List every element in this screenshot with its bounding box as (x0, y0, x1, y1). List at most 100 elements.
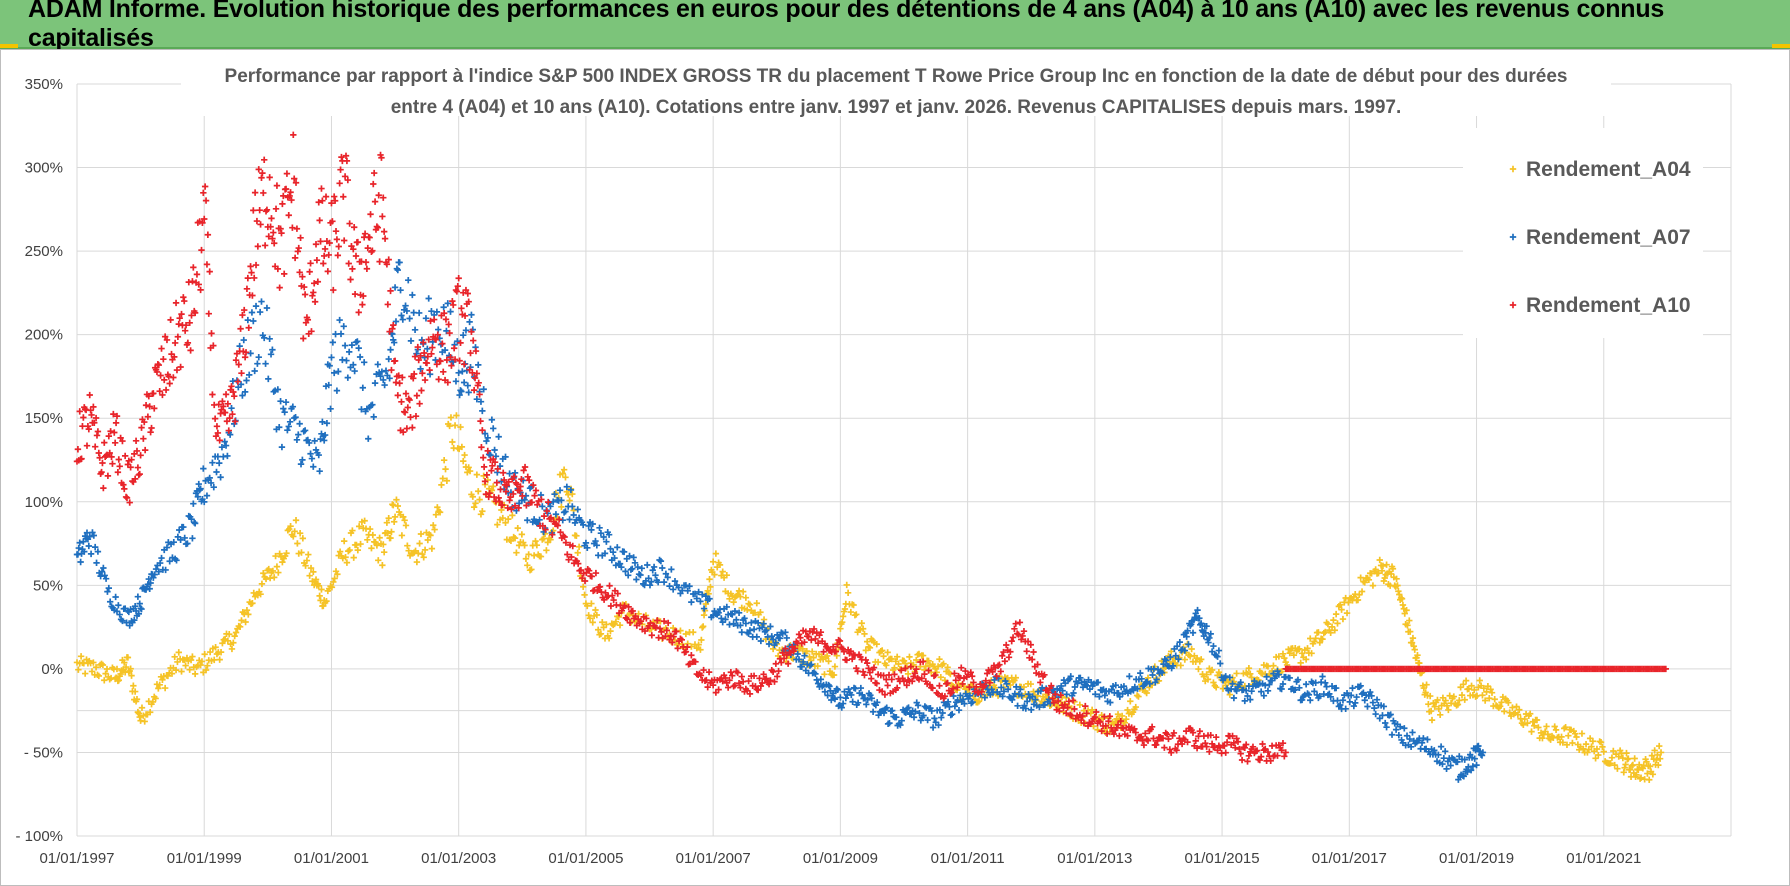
point (626, 552, 633, 560)
point (981, 682, 988, 689)
point (337, 330, 345, 338)
point (525, 477, 533, 484)
point (357, 540, 364, 548)
point (684, 587, 691, 594)
point (744, 606, 751, 613)
point (85, 542, 93, 550)
point (332, 227, 340, 235)
point (273, 182, 281, 189)
point (86, 533, 93, 540)
point (128, 456, 135, 463)
point (851, 652, 859, 659)
point (1629, 761, 1637, 769)
point (903, 682, 910, 689)
point (1096, 693, 1103, 700)
point (1148, 723, 1156, 730)
point (241, 388, 249, 396)
point (145, 392, 152, 400)
point (1267, 757, 1274, 765)
point (1142, 730, 1149, 737)
point (1383, 724, 1390, 731)
point (1559, 739, 1567, 746)
point (323, 420, 331, 427)
point (524, 473, 531, 481)
point (910, 714, 918, 721)
point (567, 486, 575, 494)
point (1656, 742, 1663, 750)
point (593, 542, 601, 549)
point (373, 223, 381, 230)
point (434, 331, 441, 338)
point (152, 695, 159, 702)
point (135, 710, 142, 717)
point (1595, 751, 1602, 759)
point (216, 656, 223, 663)
point (381, 235, 389, 242)
point (1378, 567, 1386, 574)
point (525, 551, 532, 558)
point (201, 498, 208, 506)
point (1473, 692, 1481, 699)
point (175, 320, 182, 328)
point (1034, 661, 1041, 668)
point (1379, 712, 1386, 719)
point (564, 551, 571, 558)
point (853, 611, 860, 618)
point (776, 635, 784, 642)
point (1132, 703, 1139, 711)
point (131, 616, 138, 624)
point (966, 683, 973, 691)
point (342, 554, 349, 561)
point (480, 472, 487, 480)
point (210, 483, 217, 491)
point (450, 345, 458, 352)
point (745, 600, 752, 607)
point (869, 708, 877, 716)
point (1369, 699, 1377, 706)
point (657, 557, 665, 565)
point (1450, 693, 1458, 700)
point (1184, 627, 1191, 634)
point (934, 663, 942, 670)
point (153, 368, 161, 376)
point (218, 443, 226, 451)
point (415, 309, 423, 317)
point (171, 653, 178, 660)
point (650, 563, 658, 571)
point (312, 241, 320, 248)
point (132, 437, 140, 445)
scatter-chart: 350%300%250%200%150%100%50%0%- 50%- 100%… (15, 58, 1732, 867)
point (98, 568, 106, 575)
point (331, 197, 339, 204)
point (191, 670, 199, 678)
point (511, 502, 519, 510)
point (317, 238, 324, 245)
point (1160, 660, 1167, 668)
point (446, 329, 453, 337)
point (119, 617, 126, 625)
point (404, 542, 411, 549)
point (177, 363, 184, 371)
point (222, 442, 230, 449)
point (1123, 715, 1130, 723)
point (78, 455, 85, 462)
point (883, 676, 890, 683)
point (235, 361, 242, 368)
point (1131, 725, 1138, 733)
point (1345, 599, 1352, 606)
point (1472, 747, 1479, 754)
point (1253, 747, 1261, 754)
point (137, 452, 144, 459)
point (94, 428, 102, 435)
point (902, 709, 910, 716)
point (1024, 638, 1032, 645)
point (346, 220, 353, 227)
point (1496, 703, 1504, 710)
point (801, 652, 808, 659)
point (284, 426, 291, 434)
point (344, 176, 352, 184)
point (261, 156, 268, 164)
point (1158, 669, 1166, 676)
point (440, 368, 447, 375)
point (476, 496, 483, 503)
